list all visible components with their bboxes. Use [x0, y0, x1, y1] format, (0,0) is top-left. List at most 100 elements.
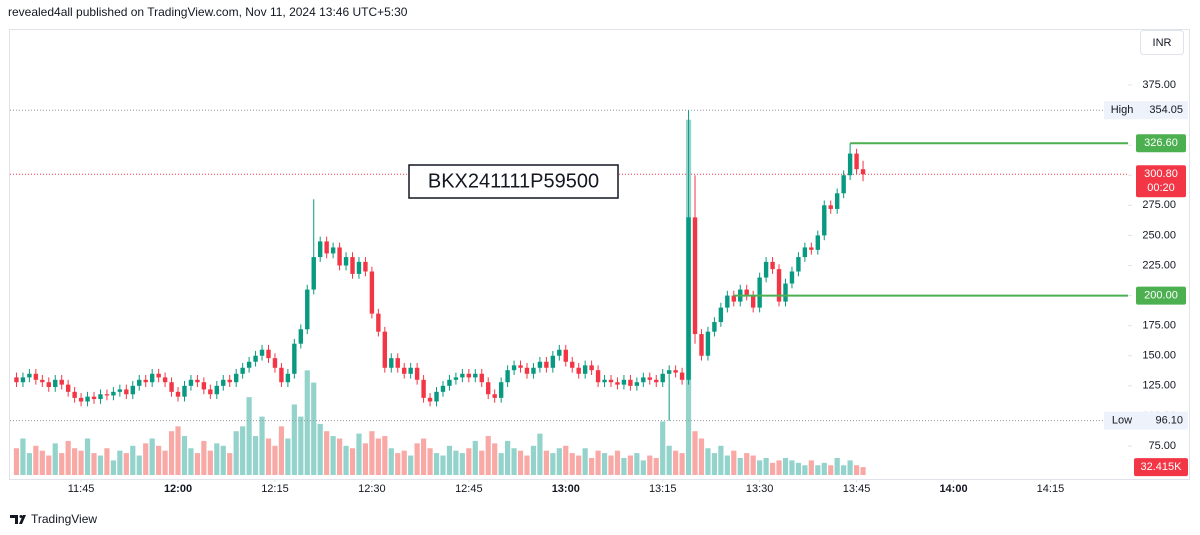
low_marker-name-box [1104, 411, 1140, 430]
volume-bar [78, 450, 84, 475]
candle-body [246, 361, 252, 368]
volume-bar [776, 460, 782, 475]
volume-bar [543, 450, 549, 475]
candle-body [815, 235, 821, 250]
candle-body [582, 365, 588, 374]
volume-bar [492, 443, 498, 475]
candle-body [460, 373, 465, 378]
symbol: BKX241111P59500 [428, 170, 599, 192]
volume-bar [640, 460, 646, 475]
volume-bar [46, 455, 52, 475]
header: revealed4all published on TradingView.co… [8, 5, 408, 19]
candle-body [414, 367, 420, 380]
volume-bar [59, 453, 65, 475]
candle-body [124, 389, 129, 395]
low_marker-name: Low [1112, 415, 1132, 427]
volume-bar [653, 457, 659, 475]
candle-body [111, 391, 116, 396]
volume-bar [123, 453, 129, 475]
volume-bar [795, 462, 802, 475]
volume-bar [162, 450, 168, 475]
y-tick-label: 225.00 [1142, 259, 1176, 271]
candle-body [628, 379, 633, 386]
volume-bar [505, 440, 511, 475]
volume-bar [828, 465, 834, 475]
candle-body [195, 379, 200, 383]
candle-body [72, 391, 77, 398]
volume-bar [556, 448, 562, 475]
volume-bar [731, 450, 737, 475]
volume-bar [698, 438, 705, 475]
low_marker-value-box [1140, 411, 1188, 430]
volume-bar [227, 453, 233, 475]
candle-body [337, 247, 342, 266]
volume-bar [647, 455, 653, 475]
level-box [1136, 286, 1186, 305]
candle-body [27, 373, 32, 378]
candle-body [221, 379, 226, 386]
volume-bar [304, 370, 310, 475]
candle-body [91, 396, 97, 400]
candle-body [750, 295, 756, 308]
x-tick-label: 13:45 [843, 483, 871, 495]
candle-body [311, 257, 316, 290]
candle-body [78, 397, 84, 402]
volume-bar [802, 465, 808, 475]
candle-body [285, 373, 291, 383]
candle-body [621, 379, 627, 385]
volume-bar [201, 440, 207, 475]
volume-bar [233, 431, 239, 475]
volume-bar [744, 453, 750, 475]
volume-bar [711, 453, 718, 475]
y-tick-label: 250.00 [1142, 229, 1176, 241]
candle-body [576, 367, 581, 374]
volume-bar [595, 450, 601, 475]
y-tick-label: 75.00 [1148, 440, 1176, 452]
volume-bar [808, 460, 814, 475]
level-label: 326.60 [1144, 137, 1178, 149]
candle-body [292, 343, 297, 374]
volume-bar [769, 462, 776, 475]
volume-bar [608, 455, 614, 475]
volume-bar [356, 433, 362, 475]
volume-bar [97, 455, 104, 475]
brand: TradingView [31, 512, 97, 526]
volume-bar [834, 457, 840, 475]
volume-bar [401, 450, 407, 475]
candle-body [65, 384, 71, 392]
y-tick-label: 125.00 [1142, 380, 1176, 392]
volume-bar [860, 467, 866, 475]
candle-body [376, 313, 381, 332]
volume-bar [485, 436, 491, 475]
volume-bar [550, 453, 556, 475]
level-box [1136, 134, 1186, 153]
volume-bar [718, 445, 724, 475]
candle-body [789, 271, 795, 284]
volume-bar [168, 431, 175, 475]
candle-body [117, 389, 123, 392]
candle-body [214, 385, 219, 395]
candle-body [350, 257, 355, 274]
candle-body [408, 367, 413, 374]
high_marker-value-box [1140, 101, 1188, 120]
candle-body [104, 394, 110, 396]
volume-bar [72, 448, 78, 475]
volume-bar [666, 445, 672, 475]
volume-bar [453, 450, 459, 475]
volume-bar [52, 443, 58, 475]
volume-bar [324, 431, 330, 475]
volume-bar [240, 426, 246, 475]
last-price-label: 300.80 [1144, 168, 1178, 180]
currency: INR [1153, 37, 1172, 49]
candle-body [253, 355, 258, 362]
candle-body [188, 379, 194, 386]
candle-body [486, 382, 491, 395]
x-tick-label: 12:15 [261, 483, 289, 495]
candle-body [227, 379, 232, 383]
candle-body [860, 169, 866, 175]
candle-body [796, 257, 801, 272]
volume-bar [537, 433, 543, 475]
volume-bar [20, 438, 26, 475]
volume-bar [214, 443, 220, 475]
candle-body [498, 382, 504, 398]
